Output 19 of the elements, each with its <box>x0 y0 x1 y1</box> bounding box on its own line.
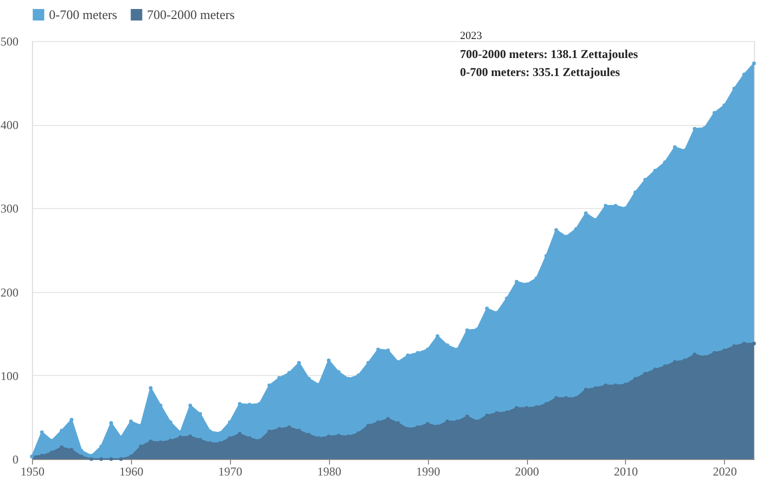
x-tick-label: 1990 <box>416 464 440 478</box>
x-tick-label: 1960 <box>119 464 144 478</box>
y-tick-label: 300 <box>0 202 18 216</box>
x-tick-label: 2000 <box>515 464 540 478</box>
annotation: 700-2000 meters: 138.1 Zettajoules <box>460 47 638 61</box>
legend-label: 0-700 meters <box>49 6 118 22</box>
x-tick-label: 1950 <box>20 464 44 478</box>
x-tick-label: 2010 <box>614 464 638 478</box>
annotation: 2023 <box>460 30 482 42</box>
y-tick-label: 500 <box>0 34 18 48</box>
y-tick-label: 400 <box>0 118 18 132</box>
y-tick-label: 200 <box>0 285 18 300</box>
x-tick-label: 2020 <box>712 464 737 478</box>
legend-label: 700-2000 meters <box>147 6 235 22</box>
annotation: 0-700 meters: 335.1 Zettajoules <box>460 65 620 79</box>
y-tick-label: 0 <box>12 452 18 466</box>
x-tick-label: 1970 <box>218 464 242 478</box>
x-tick-label: 1980 <box>317 464 342 478</box>
y-tick-label: 100 <box>0 368 18 383</box>
